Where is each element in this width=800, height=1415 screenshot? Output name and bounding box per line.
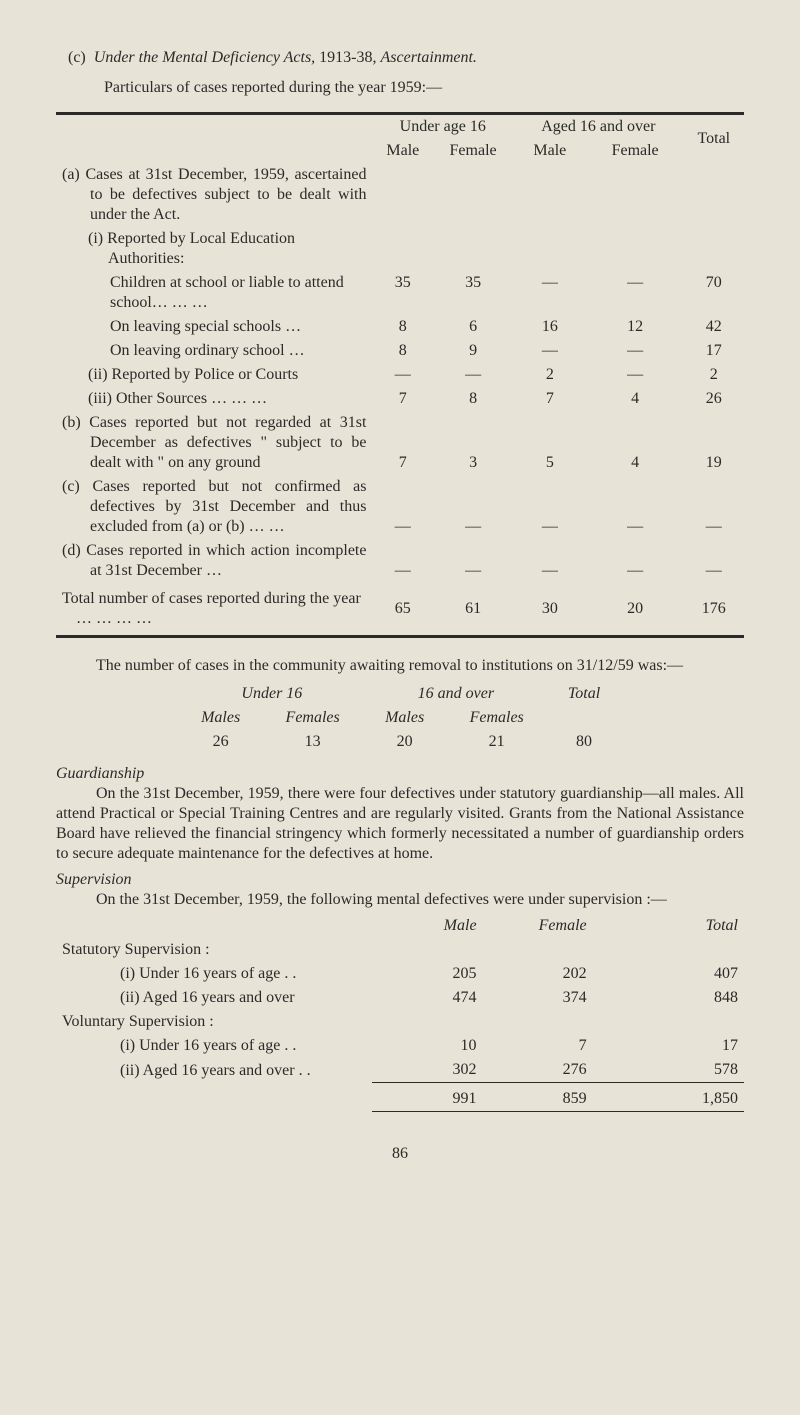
table-row: (ii) Aged 16 years and over . . 302 276 … xyxy=(56,1058,744,1083)
table-row: (c) Cases reported but not confirmed as … xyxy=(56,475,744,539)
row-label: (ii) Aged 16 years and over . . xyxy=(56,1058,372,1083)
row-label: (i) Under 16 years of age . . xyxy=(56,962,372,986)
total-f1: 61 xyxy=(433,583,513,637)
table-row: On leaving special schools … 8 6 16 12 4… xyxy=(56,315,744,339)
col-over-16: Aged 16 and over xyxy=(513,114,684,140)
section-title: (c) Under the Mental Deficiency Acts, 19… xyxy=(56,48,744,68)
h-male: Male xyxy=(372,914,482,938)
row-label: (ii) Aged 16 years and over xyxy=(56,986,372,1010)
total-m1: 65 xyxy=(372,583,433,637)
row-label: (d) Cases reported in which action in­co… xyxy=(90,541,366,581)
guardianship-para: On the 31st December, 1959, there were f… xyxy=(56,784,744,864)
total-f2: 20 xyxy=(587,583,684,637)
col-male-1: Male xyxy=(372,139,433,163)
supervision-table: Male Female Total Statutory Supervision … xyxy=(56,914,744,1112)
row-label: (c) Cases reported but not confirmed as … xyxy=(90,477,366,537)
h-total: Total xyxy=(548,682,620,706)
row-label: (b) Cases reported but not regarded at 3… xyxy=(90,413,366,473)
v-f1: 13 xyxy=(261,730,363,754)
title-part2: 1913-38, xyxy=(319,49,380,66)
row-label: On leaving ordinary school … xyxy=(62,341,366,361)
title-part1: Under the Mental Deficiency Acts, xyxy=(94,49,315,66)
total-t: 1,850 xyxy=(593,1083,744,1112)
v-m1: 26 xyxy=(180,730,262,754)
row-label: (iii) Other Sources … … … xyxy=(88,389,366,409)
total-m2: 30 xyxy=(513,583,587,637)
mental-deficiency-table: Under age 16 Aged 16 and over Total Male… xyxy=(56,112,744,638)
total-f: 859 xyxy=(483,1083,593,1112)
row-label: Children at school or liable to attend s… xyxy=(62,273,366,313)
col-under-16: Under age 16 xyxy=(372,114,513,140)
col-female-1: Female xyxy=(433,139,513,163)
h-females2: Females xyxy=(445,706,547,730)
community-removal-para: The number of cases in the community awa… xyxy=(56,656,744,676)
table-row: (a) Cases at 31st December, 1959, as­cer… xyxy=(56,163,744,227)
h-over-16: 16 and over xyxy=(364,682,548,706)
section-letter: (c) xyxy=(68,49,86,66)
table-row: (d) Cases reported in which action in­co… xyxy=(56,539,744,583)
table-total-row: 991 859 1,850 xyxy=(56,1083,744,1112)
col-male-2: Male xyxy=(513,139,587,163)
h-total: Total xyxy=(593,914,744,938)
table-total-row: Total number of cases reported during th… xyxy=(56,583,744,637)
statutory-heading: Statutory Supervision : xyxy=(56,938,372,962)
row-label: (a) Cases at 31st December, 1959, as­cer… xyxy=(90,165,366,225)
v-f2: 21 xyxy=(445,730,547,754)
row-label: (i) Under 16 years of age . . xyxy=(56,1034,372,1058)
table-row: (b) Cases reported but not regarded at 3… xyxy=(56,411,744,475)
col-female-2: Female xyxy=(587,139,684,163)
total-label: Total number of cases reported during th… xyxy=(76,589,366,629)
row-label: (ii) Reported by Police or Courts xyxy=(84,365,366,385)
guardianship-heading: Guardianship xyxy=(56,764,744,784)
total-t: 176 xyxy=(684,583,744,637)
page-number: 86 xyxy=(56,1144,744,1164)
total-m: 991 xyxy=(372,1083,482,1112)
v-total: 80 xyxy=(548,730,620,754)
table-row: (ii) Aged 16 years and over 474 374 848 xyxy=(56,986,744,1010)
h-under-16: Under 16 xyxy=(180,682,364,706)
table-row: (ii) Reported by Police or Courts — — 2 … xyxy=(56,363,744,387)
supervision-para: On the 31st December, 1959, the followin… xyxy=(56,890,744,910)
v-m2: 20 xyxy=(364,730,446,754)
h-males2: Males xyxy=(364,706,446,730)
table-row: (i) Under 16 years of age . . 205 202 40… xyxy=(56,962,744,986)
awaiting-removal-table: Under 16 16 and over Total Males Females… xyxy=(180,682,620,754)
subtitle: Particulars of cases reported during the… xyxy=(56,78,744,98)
row-label: (i) Reported by Local Education Authorit… xyxy=(82,229,366,269)
table-row: On leaving ordinary school … 8 9 — — 17 xyxy=(56,339,744,363)
h-female: Female xyxy=(483,914,593,938)
table-row: (i) Reported by Local Education Authorit… xyxy=(56,227,744,271)
table-row: Children at school or liable to attend s… xyxy=(56,271,744,315)
table-row: (i) Under 16 years of age . . 10 7 17 xyxy=(56,1034,744,1058)
row-label: On leaving special schools … xyxy=(62,317,366,337)
title-part3: Ascertainment. xyxy=(381,49,477,66)
supervision-heading: Supervision xyxy=(56,870,744,890)
table-row: (iii) Other Sources … … … 7 8 7 4 26 xyxy=(56,387,744,411)
voluntary-heading: Voluntary Supervision : xyxy=(56,1010,372,1034)
col-total: Total xyxy=(684,114,744,164)
h-males: Males xyxy=(180,706,262,730)
h-females: Females xyxy=(261,706,363,730)
